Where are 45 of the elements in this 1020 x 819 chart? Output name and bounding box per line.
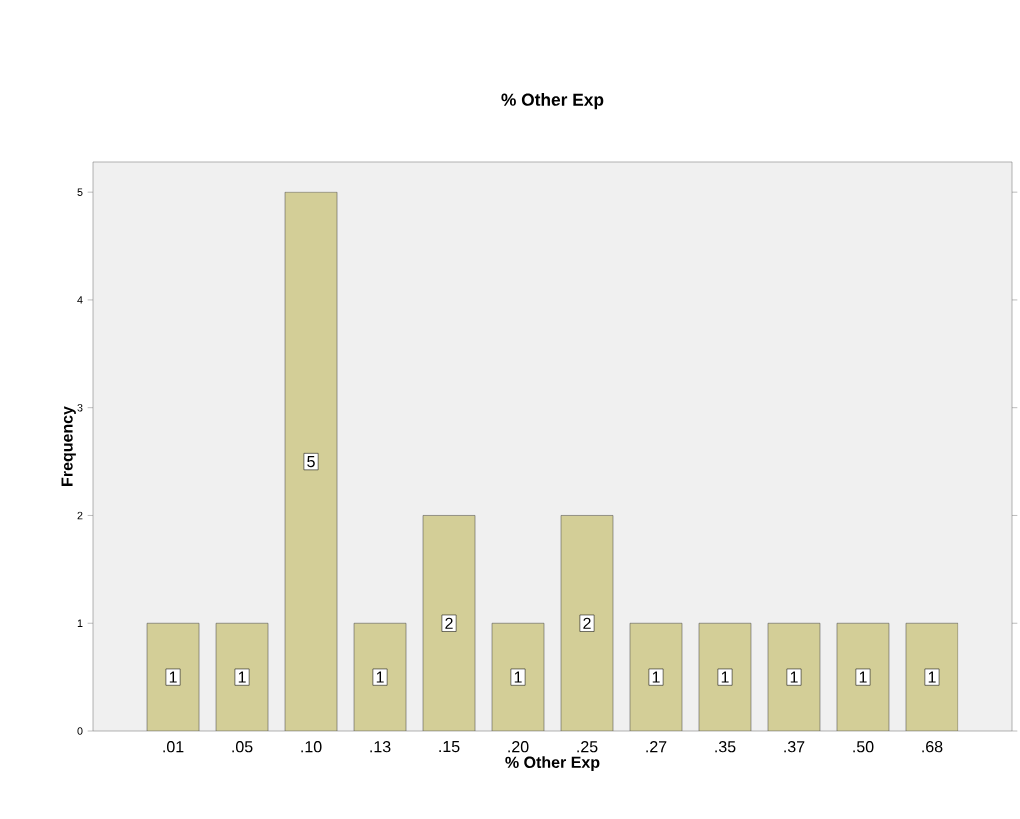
y-tick-label: 5 [77,188,83,196]
bar [767,622,821,731]
data-label: 1 [790,671,798,683]
data-label: 1 [928,671,936,683]
data-label: 1 [514,671,522,683]
x-tick-label: .10 [301,741,322,753]
x-tick-label: .27 [646,741,667,753]
data-label: 2 [583,617,591,629]
x-tick-label: .68 [922,741,943,753]
bar [905,622,959,731]
x-tick-label: .13 [370,741,391,753]
x-tick-label: .25 [577,741,598,753]
x-tick-label: .50 [853,741,874,753]
data-label: 1 [238,671,246,683]
y-tick-label: 2 [77,511,83,520]
data-label: 1 [376,671,384,683]
bar [284,191,338,731]
x-tick-label: .35 [715,741,736,753]
y-tick-label: 4 [77,296,83,304]
bar [560,515,614,731]
data-label: 5 [307,456,315,468]
x-tick-label: .05 [232,741,253,753]
bar [215,622,269,731]
x-tick-label: .01 [163,741,184,753]
x-tick-label: .15 [439,741,460,753]
chart-title: % Other Exp [501,93,604,110]
bar [698,622,752,731]
data-label: 2 [445,617,453,629]
data-label: 1 [652,671,660,683]
bar [491,622,545,731]
y-tick-label: 1 [77,619,83,627]
bar [146,622,200,731]
data-label: 1 [721,671,729,683]
bar [629,622,683,731]
y-axis-title: Frequency [61,406,76,486]
data-label: 1 [859,671,867,683]
x-axis-title: % Other Exp [505,756,600,772]
y-tick-label: 0 [77,727,83,735]
x-tick-label: .20 [508,741,529,753]
bar [836,622,890,731]
y-tick-label: 3 [77,403,83,412]
x-tick-label: .37 [784,741,805,753]
data-label: 1 [169,671,177,683]
bar [422,515,476,731]
bar [353,622,407,731]
